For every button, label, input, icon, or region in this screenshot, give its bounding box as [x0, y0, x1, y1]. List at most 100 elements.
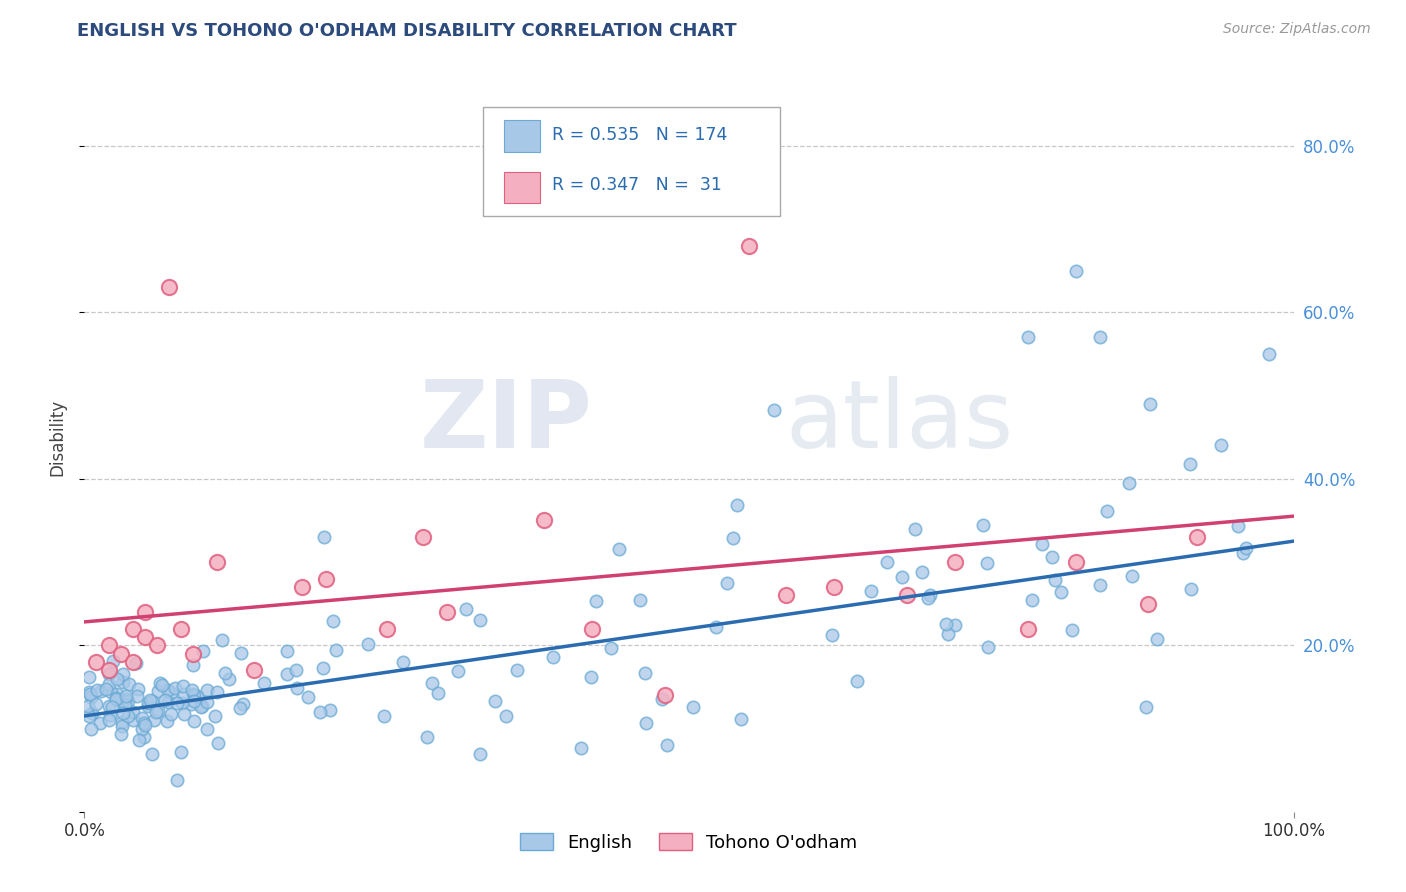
- Point: [149, 676, 172, 690]
- Point: [80, 690, 103, 705]
- Point: [918, 588, 941, 602]
- Point: [976, 556, 998, 570]
- Point: [581, 622, 603, 636]
- Point: [936, 627, 959, 641]
- Point: [111, 719, 134, 733]
- Point: [117, 694, 139, 708]
- Point: [118, 676, 141, 690]
- Point: [80, 706, 103, 720]
- Point: [721, 531, 744, 545]
- Point: [859, 584, 882, 599]
- Point: [1062, 623, 1084, 637]
- Point: [319, 703, 342, 717]
- Point: [181, 658, 204, 673]
- Point: [917, 591, 939, 605]
- Point: [134, 717, 156, 731]
- Point: [284, 664, 307, 678]
- Point: [110, 727, 132, 741]
- Point: [470, 747, 492, 762]
- Point: [163, 681, 186, 696]
- Text: atlas: atlas: [786, 376, 1014, 468]
- Point: [218, 672, 240, 686]
- Point: [634, 666, 657, 681]
- Point: [392, 655, 415, 669]
- Point: [636, 716, 658, 731]
- Point: [159, 686, 181, 700]
- Point: [207, 736, 229, 750]
- Point: [876, 555, 898, 569]
- Point: [86, 683, 108, 698]
- Point: [1090, 578, 1112, 592]
- Text: ENGLISH VS TOHONO O'ODHAM DISABILITY CORRELATION CHART: ENGLISH VS TOHONO O'ODHAM DISABILITY COR…: [77, 22, 737, 40]
- Point: [911, 565, 934, 579]
- Point: [157, 696, 180, 710]
- Point: [1021, 592, 1043, 607]
- Point: [146, 638, 169, 652]
- Point: [533, 513, 555, 527]
- Point: [98, 699, 121, 714]
- Point: [139, 693, 162, 707]
- Point: [79, 708, 101, 723]
- Point: [125, 656, 148, 670]
- Point: [1209, 438, 1232, 452]
- Point: [111, 706, 134, 721]
- Point: [738, 238, 761, 252]
- Point: [229, 701, 252, 715]
- Point: [312, 530, 335, 544]
- Point: [416, 730, 439, 744]
- Point: [308, 705, 330, 719]
- Point: [322, 614, 344, 628]
- Point: [896, 588, 918, 602]
- Point: [97, 663, 120, 677]
- FancyBboxPatch shape: [484, 107, 780, 216]
- Point: [1040, 550, 1063, 565]
- Point: [90, 683, 112, 698]
- Point: [725, 498, 748, 512]
- Y-axis label: Disability: Disability: [48, 399, 66, 475]
- Point: [111, 694, 134, 708]
- Point: [1088, 330, 1111, 344]
- Point: [890, 570, 912, 584]
- Point: [111, 675, 134, 690]
- Point: [112, 667, 135, 681]
- Point: [599, 641, 621, 656]
- Point: [569, 740, 592, 755]
- Point: [160, 706, 183, 721]
- Point: [156, 683, 179, 698]
- Point: [943, 555, 966, 569]
- Point: [153, 693, 176, 707]
- Point: [134, 605, 156, 619]
- Point: [609, 541, 631, 556]
- Point: [454, 602, 477, 616]
- Point: [172, 679, 194, 693]
- Point: [682, 700, 704, 714]
- Point: [114, 689, 136, 703]
- Point: [276, 666, 298, 681]
- Point: [98, 667, 121, 681]
- Point: [1180, 582, 1202, 596]
- Point: [484, 694, 506, 708]
- Point: [141, 694, 163, 708]
- Point: [79, 687, 101, 701]
- Point: [579, 670, 602, 684]
- Point: [426, 685, 449, 699]
- Point: [195, 722, 218, 736]
- Point: [1031, 537, 1053, 551]
- Point: [98, 713, 121, 727]
- Point: [231, 646, 253, 660]
- Point: [447, 664, 470, 678]
- Point: [136, 696, 159, 710]
- Bar: [503, 120, 540, 152]
- Point: [134, 630, 156, 644]
- Point: [183, 694, 205, 708]
- Point: [186, 689, 208, 703]
- Point: [181, 647, 204, 661]
- Point: [730, 712, 752, 726]
- Point: [132, 731, 155, 745]
- Point: [111, 715, 134, 730]
- Legend: English, Tohono O'odham: English, Tohono O'odham: [513, 826, 865, 859]
- Point: [506, 663, 529, 677]
- Point: [173, 687, 195, 701]
- Point: [183, 688, 205, 702]
- Point: [207, 555, 229, 569]
